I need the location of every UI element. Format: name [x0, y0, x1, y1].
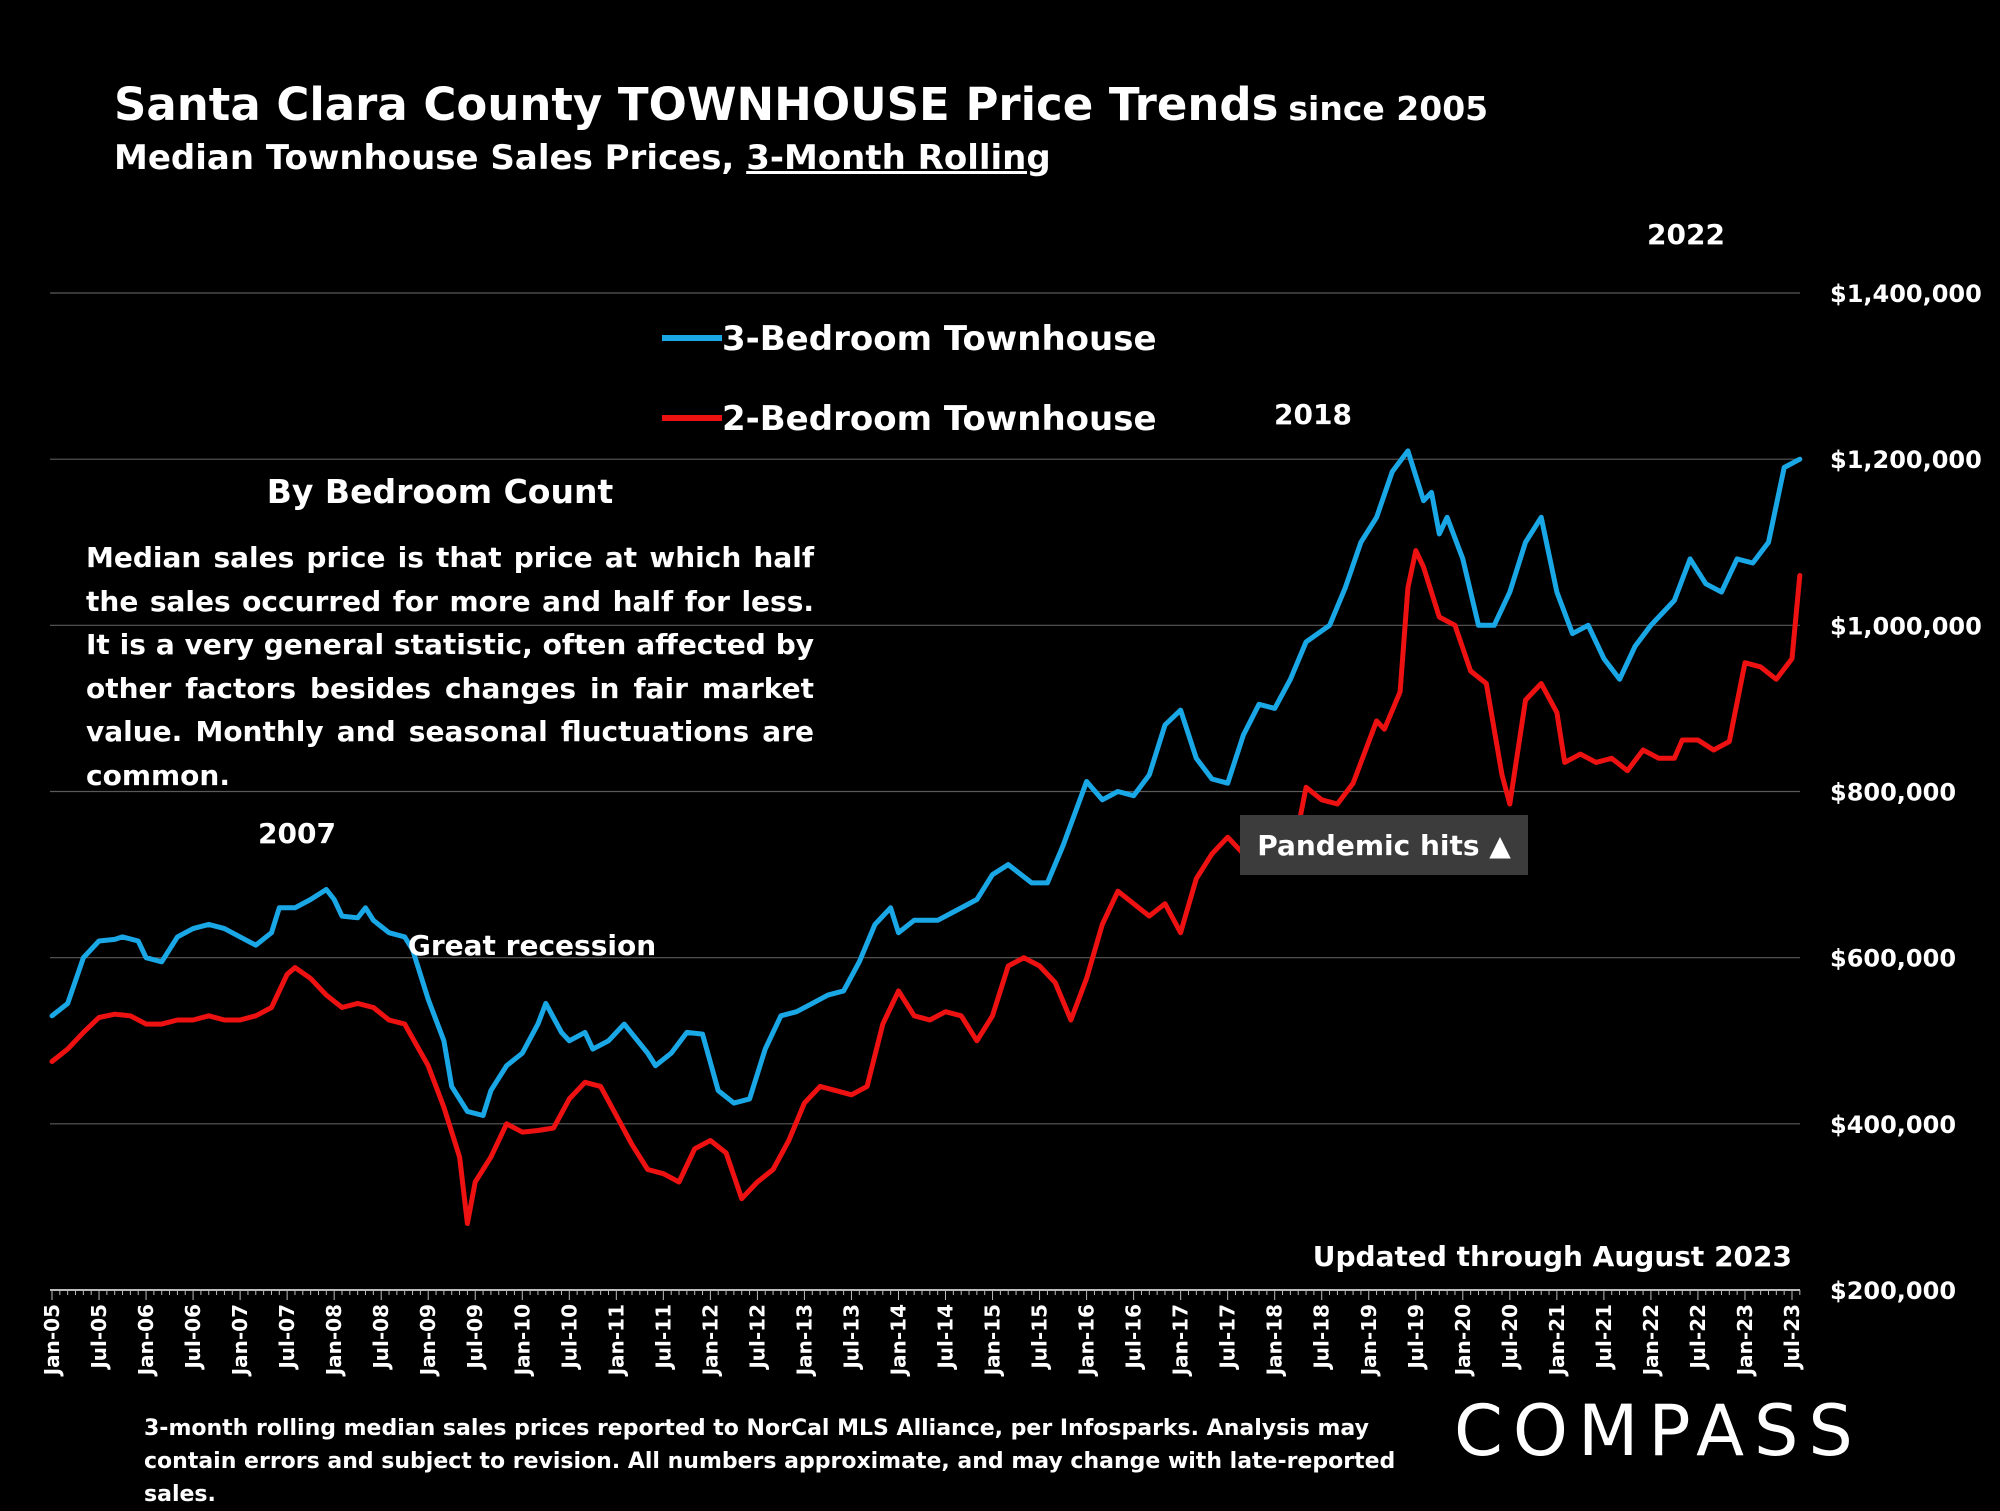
chart-subtitle-prefix: Median Townhouse Sales Prices, — [114, 138, 747, 178]
x-tick-label: Jan-06 — [134, 1304, 158, 1377]
x-tick-label: Jan-07 — [228, 1304, 252, 1377]
footnote: 3-month rolling median sales prices repo… — [144, 1416, 1396, 1507]
chart-subtitle-underlined: 3-Month Rolling — [746, 138, 1051, 178]
infobox-body: Median sales price is that price at whic… — [86, 541, 814, 792]
x-tick-label: Jan-20 — [1451, 1304, 1475, 1377]
x-tick-label: Jul-12 — [745, 1304, 769, 1371]
x-tick-label: Jan-10 — [510, 1304, 534, 1377]
x-tick-label: Jan-21 — [1545, 1304, 1569, 1377]
x-tick-label: Jan-12 — [698, 1304, 722, 1377]
x-tick-label: Jul-07 — [275, 1304, 299, 1371]
x-tick-label: Jul-11 — [651, 1304, 675, 1371]
series-line-3br — [49, 448, 1803, 1118]
annotation-2022: 2022 — [1647, 218, 1725, 251]
annotation-pandemic-hits: Pandemic hits ▲ — [1257, 829, 1511, 862]
x-tick-label: Jul-19 — [1404, 1304, 1428, 1371]
x-tick-label: Jan-09 — [416, 1304, 440, 1377]
x-tick-label: Jan-16 — [1075, 1304, 1099, 1377]
x-tick-label: Jul-23 — [1780, 1304, 1804, 1371]
x-tick-label: Jan-23 — [1733, 1304, 1757, 1377]
x-tick-label: Jan-11 — [604, 1304, 628, 1377]
x-tick-label: Jan-17 — [1169, 1304, 1193, 1377]
y-tick-label: $1,400,000 — [1830, 280, 1982, 308]
chart-title-main: Santa Clara County TOWNHOUSE Price Trend… — [114, 78, 1279, 131]
legend-label: 3-Bedroom Townhouse — [722, 319, 1157, 359]
x-tick-label: Jul-13 — [839, 1304, 863, 1371]
x-tick-label: Jul-20 — [1498, 1304, 1522, 1371]
x-tick-label: Jan-15 — [981, 1304, 1005, 1377]
chart-subtitle: Median Townhouse Sales Prices, 3-Month R… — [114, 138, 1051, 178]
chart-title: Santa Clara County TOWNHOUSE Price Trend… — [114, 78, 1488, 131]
x-tick-label: Jul-17 — [1216, 1304, 1240, 1371]
x-tick-label: Jul-14 — [934, 1304, 958, 1371]
x-tick-label: Jul-05 — [87, 1304, 111, 1371]
chart-title-suffix: since 2005 — [1288, 89, 1489, 128]
y-tick-label: $400,000 — [1830, 1111, 1956, 1139]
pandemic-box — [1240, 815, 1528, 875]
x-tick-label: Jul-09 — [463, 1304, 487, 1371]
annotation-2007: 2007 — [258, 817, 336, 850]
x-tick-label: Jan-19 — [1357, 1304, 1381, 1377]
x-tick-label: Jan-08 — [322, 1304, 346, 1377]
y-tick-label: $600,000 — [1830, 945, 1956, 973]
series-line-2br — [49, 548, 1803, 1226]
y-tick-label: $1,200,000 — [1830, 446, 1982, 474]
x-tick-label: Jan-14 — [886, 1304, 910, 1377]
x-tick-label: Jan-13 — [792, 1304, 816, 1377]
x-tick-label: Jan-05 — [40, 1304, 64, 1377]
annotation-great-recession: Great recession — [408, 929, 656, 962]
x-tick-label: Jul-10 — [557, 1304, 581, 1371]
infobox-title: By Bedroom Count — [266, 472, 614, 511]
x-tick-label: Jul-06 — [181, 1304, 205, 1371]
x-tick-label: Jul-16 — [1122, 1304, 1146, 1371]
x-tick-label: Jan-22 — [1639, 1304, 1663, 1377]
x-tick-label: Jul-21 — [1592, 1304, 1616, 1371]
annotation-updated: Updated through August 2023 — [1313, 1240, 1792, 1273]
x-tick-label: Jan-18 — [1263, 1304, 1287, 1377]
y-tick-label: $1,000,000 — [1830, 612, 1982, 640]
y-tick-label: $200,000 — [1830, 1277, 1956, 1305]
x-tick-label: Jul-22 — [1686, 1304, 1710, 1371]
y-tick-label: $800,000 — [1830, 779, 1956, 807]
x-tick-label: Jul-15 — [1028, 1304, 1052, 1371]
x-tick-label: Jul-18 — [1310, 1304, 1334, 1371]
legend-label: 2-Bedroom Townhouse — [722, 399, 1157, 439]
x-tick-label: Jul-08 — [369, 1304, 393, 1371]
annotation-2018: 2018 — [1274, 398, 1352, 431]
compass-logo: COMPASS — [1454, 1390, 1863, 1472]
